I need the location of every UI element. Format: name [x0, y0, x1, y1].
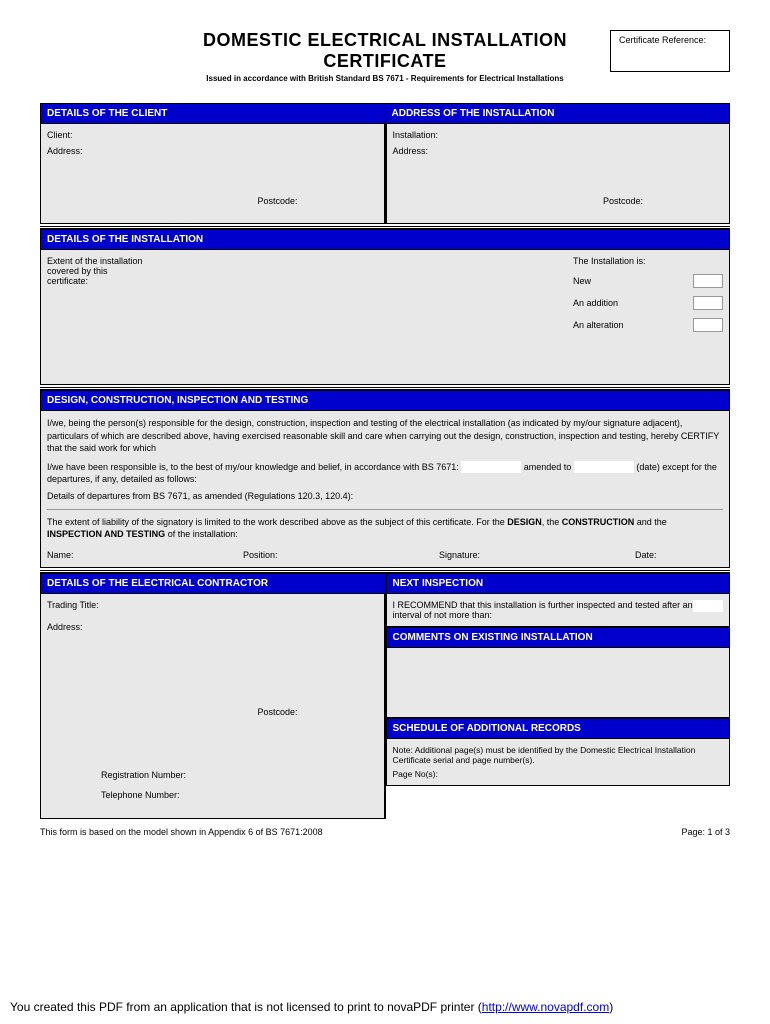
footer-row: This form is based on the model shown in…	[40, 827, 730, 837]
signature-label: Signature:	[439, 550, 480, 560]
dcit-para1: I/we, being the person(s) responsible fo…	[47, 417, 723, 455]
client-body: Client: Address: Postcode:	[40, 124, 385, 224]
dcit-body: I/we, being the person(s) responsible fo…	[40, 411, 730, 568]
install-type-label: The Installation is:	[573, 256, 723, 266]
pdf-note-close: )	[609, 1000, 613, 1014]
next-text: I RECOMMEND that this installation is fu…	[393, 600, 694, 620]
addition-checkbox[interactable]	[693, 296, 723, 310]
main-title: DOMESTIC ELECTRICAL INSTALLATION CERTIFI…	[160, 30, 610, 72]
contractor-body: Trading Title: Address: Postcode: Regist…	[40, 594, 385, 819]
pdf-note-link[interactable]: http://www.novapdf.com	[482, 1000, 609, 1014]
install-details-header: DETAILS OF THE INSTALLATION	[40, 229, 730, 250]
dcit-para4a: The extent of liability of the signatory…	[47, 517, 507, 527]
dcit-para2a: I/we have been responsible is, to the be…	[47, 462, 459, 472]
name-label: Name:	[47, 550, 74, 560]
dcit-header: DESIGN, CONSTRUCTION, INSPECTION AND TES…	[40, 390, 730, 411]
client-label: Client:	[47, 130, 73, 140]
bs7671-year-input[interactable]	[461, 461, 521, 473]
new-checkbox[interactable]	[693, 274, 723, 288]
contractor-postcode-label: Postcode:	[257, 707, 297, 717]
page-nos-label: Page No(s):	[393, 769, 438, 779]
reg-label: Registration Number:	[101, 770, 186, 780]
dcit-para4e: and the	[634, 517, 667, 527]
amended-to-input[interactable]	[574, 461, 634, 473]
cert-ref-box: Certificate Reference:	[610, 30, 730, 72]
client-install-row: DETAILS OF THE CLIENT Client: Address: P…	[40, 103, 730, 224]
comments-header: COMMENTS ON EXISTING INSTALLATION	[386, 627, 731, 648]
trading-label: Trading Title:	[47, 600, 99, 610]
pdf-note: You created this PDF from an application…	[10, 1000, 613, 1014]
pdf-note-text: You created this PDF from an application…	[10, 1000, 482, 1014]
tel-label: Telephone Number:	[101, 790, 180, 800]
footer-left: This form is based on the model shown in…	[40, 827, 323, 837]
install-addr-header: ADDRESS OF THE INSTALLATION	[386, 103, 731, 124]
comments-body[interactable]	[386, 648, 731, 718]
alteration-checkbox[interactable]	[693, 318, 723, 332]
contractor-address-label: Address:	[47, 622, 83, 632]
install-addr-body: Installation: Address: Postcode:	[386, 124, 731, 224]
dcit-para4f: INSPECTION AND TESTING	[47, 529, 165, 539]
dcit-para2b: amended to	[524, 462, 572, 472]
schedule-body: Note: Additional page(s) must be identif…	[386, 739, 731, 786]
addition-label: An addition	[573, 298, 618, 308]
schedule-header: SCHEDULE OF ADDITIONAL RECORDS	[386, 718, 731, 739]
schedule-note: Note: Additional page(s) must be identif…	[393, 745, 724, 765]
certificate-page: DOMESTIC ELECTRICAL INSTALLATION CERTIFI…	[0, 0, 770, 847]
client-address-label: Address:	[47, 146, 83, 156]
header-row: DOMESTIC ELECTRICAL INSTALLATION CERTIFI…	[40, 30, 730, 83]
install-details-body: Extent of the installation covered by th…	[40, 250, 730, 385]
date-label: Date:	[635, 550, 657, 560]
install-postcode-label: Postcode:	[603, 196, 643, 206]
cert-ref-label: Certificate Reference:	[619, 35, 706, 45]
client-postcode-label: Postcode:	[257, 196, 297, 206]
position-label: Position:	[243, 550, 278, 560]
dcit-para4b: DESIGN	[507, 517, 542, 527]
title-block: DOMESTIC ELECTRICAL INSTALLATION CERTIFI…	[160, 30, 610, 83]
dcit-para4g: of the installation:	[165, 529, 238, 539]
dcit-para4c: , the	[542, 517, 562, 527]
footer-right: Page: 1 of 3	[681, 827, 730, 837]
new-label: New	[573, 276, 591, 286]
bottom-row: DETAILS OF THE ELECTRICAL CONTRACTOR Tra…	[40, 573, 730, 819]
alteration-label: An alteration	[573, 320, 624, 330]
dcit-para3: Details of departures from BS 7671, as a…	[47, 490, 723, 503]
subtitle: Issued in accordance with British Standa…	[160, 74, 610, 83]
dcit-para4d: CONSTRUCTION	[562, 517, 635, 527]
next-interval-input[interactable]	[693, 600, 723, 612]
cert-ref-input[interactable]	[619, 49, 721, 67]
install-label: Installation:	[393, 130, 439, 140]
client-header: DETAILS OF THE CLIENT	[40, 103, 385, 124]
contractor-header: DETAILS OF THE ELECTRICAL CONTRACTOR	[40, 573, 385, 594]
next-header: NEXT INSPECTION	[386, 573, 731, 594]
next-body: I RECOMMEND that this installation is fu…	[386, 594, 731, 627]
extent-label: Extent of the installation covered by th…	[47, 256, 147, 286]
install-address-label: Address:	[393, 146, 429, 156]
